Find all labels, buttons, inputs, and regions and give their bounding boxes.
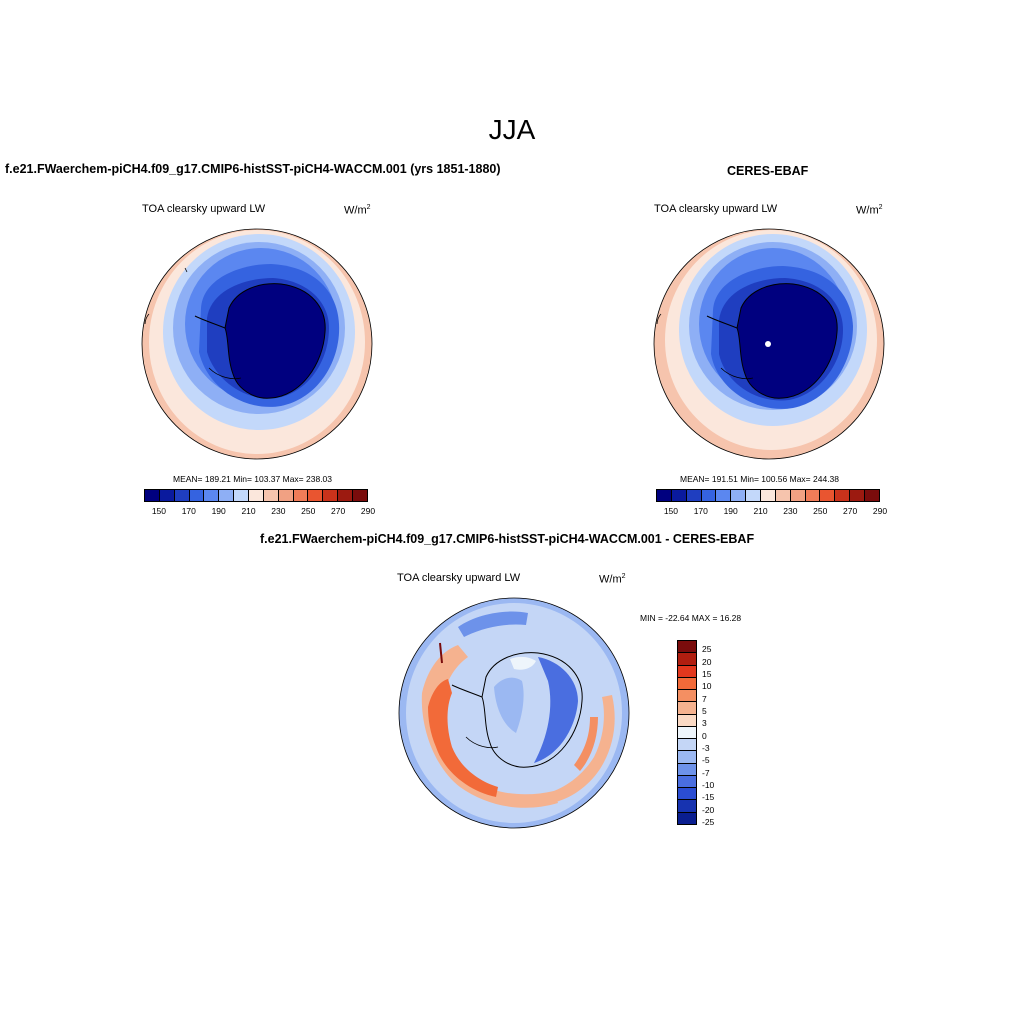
obs-variable-label: TOA clearsky upward LW: [654, 203, 778, 215]
colorbar-swatch: [678, 763, 696, 776]
obs-units-label: W/m2: [856, 204, 883, 217]
colorbar-tick-label: 230: [271, 506, 286, 516]
obs-polar-map: [653, 228, 885, 460]
colorbar-swatch: [678, 641, 696, 654]
colorbar-tick-label: 230: [783, 506, 798, 516]
colorbar-swatch: [204, 490, 220, 501]
colorbar-tick-label: -25: [702, 816, 715, 827]
colorbar-tick-label: 0: [702, 730, 707, 741]
colorbar-swatch: [249, 490, 264, 501]
colorbar-tick-label: 250: [301, 506, 316, 516]
colorbar-swatch: [820, 490, 836, 501]
colorbar-tick-label: 170: [693, 506, 708, 516]
colorbar-swatch: [678, 702, 696, 715]
colorbar-tick-label: -20: [702, 804, 715, 815]
colorbar-tick-label: -3: [702, 742, 710, 753]
diff-colorbar-ticks: 25 20 15 10 7 5 3 0 -3 -5 -7 -10 -15 -20 -25: [702, 640, 732, 827]
colorbar-swatch: [835, 490, 851, 501]
colorbar-tick-label: 290: [872, 506, 888, 516]
colorbar-tick-label: -10: [702, 779, 715, 790]
colorbar-swatch: [678, 665, 696, 678]
colorbar-swatch: [174, 490, 190, 501]
colorbar-swatch: [678, 751, 696, 764]
colorbar-swatch: [293, 490, 309, 501]
colorbar-swatch: [219, 490, 235, 501]
model-panel-title: f.e21.FWaerchem-piCH4.f09_g17.CMIP6-hist…: [5, 162, 501, 176]
colorbar-swatch: [761, 490, 776, 501]
obs-colorbar: [656, 489, 880, 502]
model-variable-label: TOA clearsky upward LW: [142, 203, 266, 215]
colorbar-swatch: [678, 775, 696, 789]
obs-panel-title: CERES-EBAF: [727, 164, 809, 178]
diff-polar-map: [398, 597, 630, 829]
obs-stats-text: MEAN= 191.51 Min= 100.56 Max= 244.38: [680, 474, 840, 484]
figure-title: JJA: [488, 114, 536, 145]
colorbar-swatch: [678, 726, 696, 740]
colorbar-swatch: [657, 490, 672, 501]
colorbar-tick-label: 15: [702, 668, 712, 679]
colorbar-tick-label: 3: [702, 718, 707, 729]
colorbar-swatch: [678, 677, 696, 691]
colorbar-swatch: [678, 800, 696, 813]
colorbar-tick-label: 150: [663, 506, 679, 516]
colorbar-tick-label: 190: [211, 506, 226, 516]
colorbar-swatch: [278, 490, 294, 501]
diff-panel-title: f.e21.FWaerchem-piCH4.f09_g17.CMIP6-hist…: [260, 532, 755, 546]
colorbar-swatch: [338, 490, 354, 501]
colorbar-tick-label: 25: [702, 644, 712, 655]
colorbar-tick-label: 170: [181, 506, 196, 516]
colorbar-tick-label: 20: [702, 656, 712, 667]
colorbar-swatch: [678, 739, 696, 752]
colorbar-swatch: [145, 490, 160, 501]
obs-colorbar-ticks: 150 170 190 210 230 250 270 290: [656, 506, 887, 518]
colorbar-tick-label: 10: [702, 681, 712, 692]
colorbar-swatch: [323, 490, 339, 501]
colorbar-swatch: [850, 490, 866, 501]
colorbar-swatch: [775, 490, 791, 501]
colorbar-tick-label: -5: [702, 755, 710, 766]
colorbar-swatch: [234, 490, 250, 501]
colorbar-swatch: [671, 490, 687, 501]
colorbar-swatch: [731, 490, 747, 501]
model-colorbar: [144, 489, 368, 502]
diff-units-label: W/m2: [599, 573, 626, 586]
colorbar-swatch: [263, 490, 279, 501]
colorbar-swatch: [746, 490, 762, 501]
colorbar-swatch: [189, 490, 205, 501]
colorbar-tick-label: 150: [151, 506, 167, 516]
colorbar-tick-label: 250: [813, 506, 828, 516]
colorbar-swatch: [353, 490, 367, 501]
colorbar-tick-label: 7: [702, 693, 707, 704]
colorbar-swatch: [159, 490, 175, 501]
colorbar-tick-label: 5: [702, 705, 707, 716]
colorbar-swatch: [686, 490, 702, 501]
colorbar-swatch: [790, 490, 806, 501]
model-colorbar-ticks: 150 170 190 210 230 250 270 290: [144, 506, 375, 518]
colorbar-swatch: [716, 490, 732, 501]
colorbar-swatch: [678, 653, 696, 666]
colorbar-swatch: [678, 714, 696, 727]
colorbar-tick-label: 290: [360, 506, 376, 516]
model-units-label: W/m2: [344, 204, 371, 217]
colorbar-tick-label: 210: [241, 506, 256, 516]
colorbar-tick-label: 270: [331, 506, 346, 516]
diff-variable-label: TOA clearsky upward LW: [397, 572, 521, 584]
model-polar-map: [141, 228, 373, 460]
colorbar-swatch: [805, 490, 821, 501]
colorbar-tick-label: 210: [753, 506, 768, 516]
colorbar-swatch: [678, 812, 696, 824]
colorbar-tick-label: -7: [702, 767, 710, 778]
colorbar-swatch: [678, 788, 696, 801]
diff-stats-text: MIN = -22.64 MAX = 16.28: [640, 613, 742, 623]
colorbar-tick-label: -15: [702, 792, 715, 803]
colorbar-swatch: [701, 490, 717, 501]
colorbar-swatch: [865, 490, 879, 501]
colorbar-tick-label: 190: [723, 506, 738, 516]
colorbar-swatch: [308, 490, 324, 501]
colorbar-tick-label: 270: [843, 506, 858, 516]
colorbar-swatch: [678, 690, 696, 703]
model-stats-text: MEAN= 189.21 Min= 103.37 Max= 238.03: [173, 474, 333, 484]
diff-colorbar: [677, 640, 697, 825]
